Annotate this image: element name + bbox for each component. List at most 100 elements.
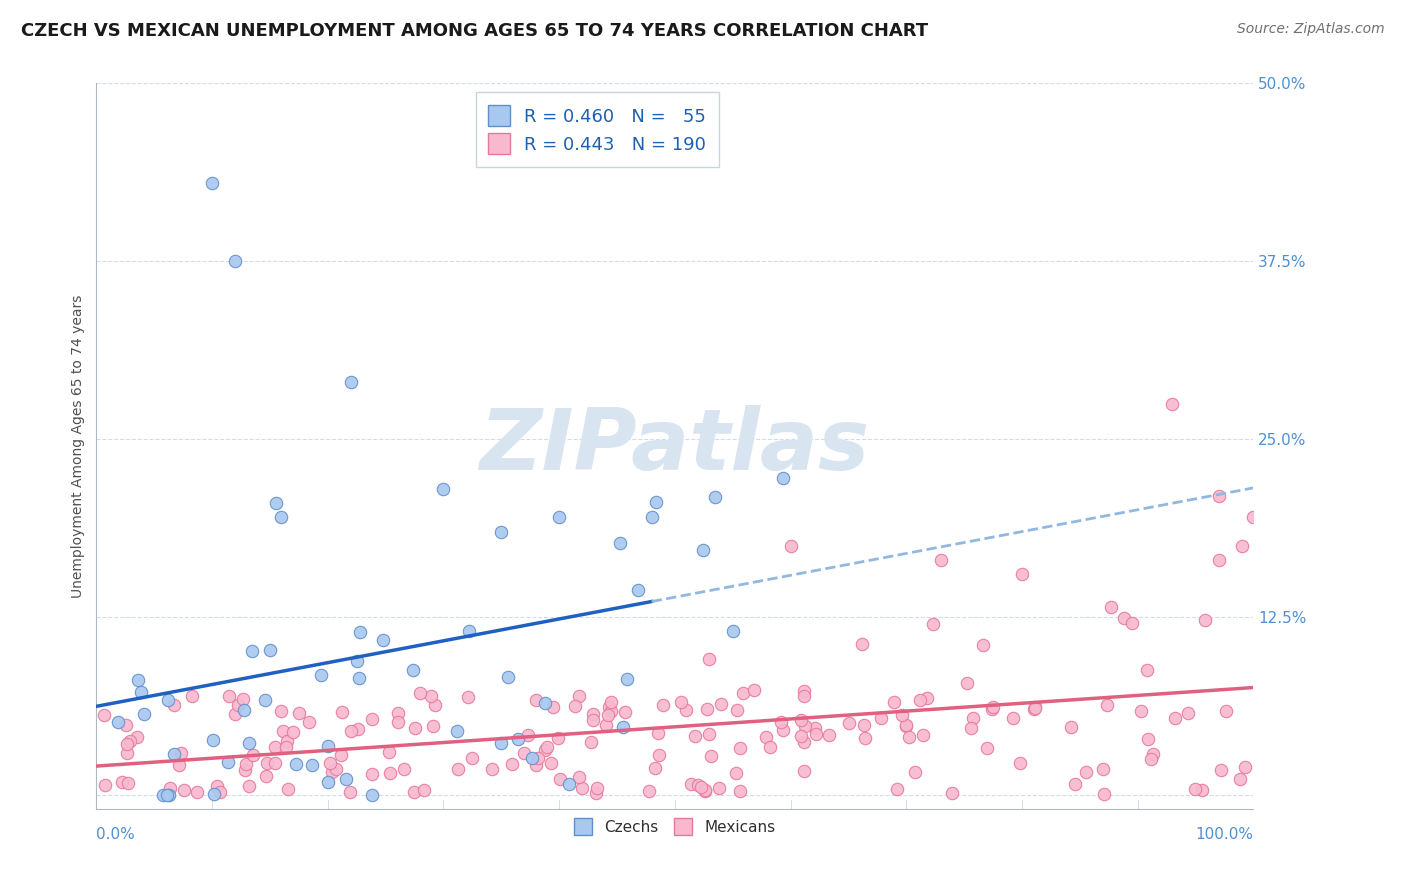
Point xyxy=(675,703,697,717)
Point xyxy=(380,765,402,780)
Point xyxy=(157,788,180,802)
Text: CZECH VS MEXICAN UNEMPLOYMENT AMONG AGES 65 TO 74 YEARS CORRELATION CHART: CZECH VS MEXICAN UNEMPLOYMENT AMONG AGES… xyxy=(21,22,928,40)
Point xyxy=(1092,787,1115,801)
Point xyxy=(1184,781,1206,796)
Point xyxy=(696,702,718,716)
Point xyxy=(541,700,564,714)
Point xyxy=(710,697,733,711)
Point xyxy=(446,723,468,738)
Point xyxy=(458,624,481,639)
Point xyxy=(903,764,925,779)
Point xyxy=(157,693,180,707)
Point xyxy=(1233,760,1256,774)
Point xyxy=(489,736,512,750)
Point xyxy=(208,785,231,799)
Point xyxy=(571,780,593,795)
Point xyxy=(728,784,751,798)
Point xyxy=(1215,704,1237,718)
Point xyxy=(277,781,299,796)
Point xyxy=(162,698,184,712)
Point xyxy=(1130,704,1153,718)
Point xyxy=(547,731,569,746)
Point xyxy=(513,747,536,761)
Point xyxy=(226,698,249,712)
Point xyxy=(929,553,952,567)
Point xyxy=(264,496,287,510)
Point xyxy=(870,711,893,725)
Point xyxy=(238,779,260,793)
Point xyxy=(548,510,571,524)
Point xyxy=(404,721,426,735)
Point xyxy=(1241,510,1264,524)
Point xyxy=(724,765,747,780)
Point xyxy=(960,721,983,735)
Point xyxy=(404,785,426,799)
Point xyxy=(387,714,409,729)
Point xyxy=(520,750,543,764)
Point xyxy=(242,748,264,763)
Point xyxy=(568,689,591,703)
Point xyxy=(288,706,311,720)
Point xyxy=(1024,701,1046,715)
Point xyxy=(883,695,905,709)
Point xyxy=(534,696,557,710)
Text: 100.0%: 100.0% xyxy=(1195,827,1253,842)
Point xyxy=(201,732,224,747)
Point xyxy=(579,734,602,748)
Point xyxy=(457,690,479,704)
Point xyxy=(129,685,152,699)
Point xyxy=(728,740,751,755)
Point xyxy=(612,720,634,734)
Point xyxy=(205,779,228,793)
Point xyxy=(1209,763,1232,777)
Point xyxy=(690,780,713,794)
Point xyxy=(392,762,415,776)
Point xyxy=(772,723,794,737)
Point xyxy=(173,782,195,797)
Point xyxy=(413,782,436,797)
Point xyxy=(232,703,254,717)
Point xyxy=(107,714,129,729)
Point xyxy=(524,692,547,706)
Point xyxy=(692,543,714,558)
Point xyxy=(912,728,935,742)
Point xyxy=(548,772,571,786)
Point xyxy=(703,490,725,504)
Point xyxy=(568,770,591,784)
Point xyxy=(1136,731,1159,746)
Point xyxy=(527,751,550,765)
Point xyxy=(697,652,720,666)
Point xyxy=(256,756,278,770)
Point xyxy=(156,788,179,802)
Point xyxy=(818,728,841,742)
Point xyxy=(1177,706,1199,721)
Point xyxy=(725,702,748,716)
Point xyxy=(270,510,292,524)
Point xyxy=(1011,567,1033,582)
Point xyxy=(276,734,298,748)
Point xyxy=(329,747,352,762)
Point xyxy=(614,706,637,720)
Point xyxy=(180,690,202,704)
Point xyxy=(402,663,425,677)
Point xyxy=(94,778,117,792)
Point xyxy=(598,707,620,722)
Point xyxy=(218,689,240,703)
Point xyxy=(627,582,650,597)
Point xyxy=(536,740,558,755)
Point xyxy=(581,713,603,727)
Point xyxy=(387,706,409,721)
Point xyxy=(1164,711,1187,725)
Point xyxy=(742,683,765,698)
Point xyxy=(202,787,225,801)
Point xyxy=(447,763,470,777)
Point xyxy=(349,624,371,639)
Point xyxy=(609,536,631,550)
Point xyxy=(886,781,908,796)
Point xyxy=(686,778,709,792)
Point xyxy=(1008,756,1031,771)
Point xyxy=(1095,698,1118,712)
Point xyxy=(731,686,754,700)
Point xyxy=(298,714,321,729)
Point xyxy=(693,783,716,797)
